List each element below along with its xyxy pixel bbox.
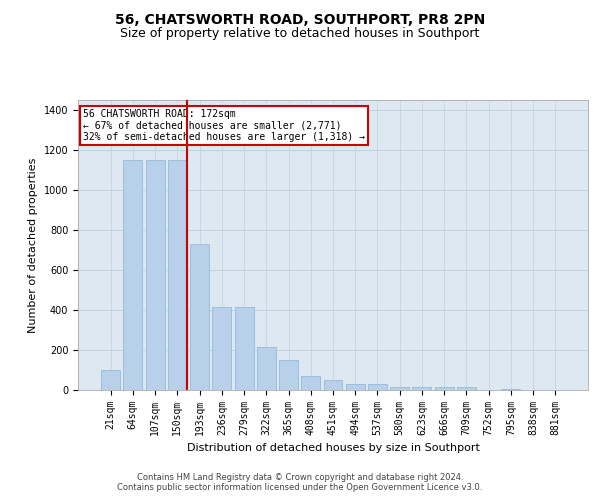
Bar — [502, 389, 520, 390]
Bar — [346, 384, 365, 390]
Text: 56, CHATSWORTH ROAD, SOUTHPORT, PR8 2PN: 56, CHATSWORTH ROAD, SOUTHPORT, PR8 2PN — [115, 12, 485, 26]
Text: Contains HM Land Registry data © Crown copyright and database right 2024.
Contai: Contains HM Land Registry data © Crown c… — [118, 473, 482, 492]
Text: 56 CHATSWORTH ROAD: 172sqm
← 67% of detached houses are smaller (2,771)
32% of s: 56 CHATSWORTH ROAD: 172sqm ← 67% of deta… — [83, 108, 365, 142]
Y-axis label: Number of detached properties: Number of detached properties — [28, 158, 38, 332]
Bar — [390, 387, 409, 390]
Bar — [279, 360, 298, 390]
Bar — [168, 160, 187, 390]
Text: Size of property relative to detached houses in Southport: Size of property relative to detached ho… — [121, 28, 479, 40]
Bar — [190, 244, 209, 390]
X-axis label: Distribution of detached houses by size in Southport: Distribution of detached houses by size … — [187, 444, 479, 454]
Bar — [101, 370, 120, 390]
Bar — [368, 384, 387, 390]
Bar — [212, 307, 231, 390]
Bar — [323, 380, 343, 390]
Bar — [146, 160, 164, 390]
Bar — [301, 376, 320, 390]
Bar — [457, 387, 476, 390]
Bar — [257, 347, 276, 390]
Bar — [124, 160, 142, 390]
Bar — [412, 387, 431, 390]
Bar — [235, 307, 254, 390]
Bar — [435, 387, 454, 390]
